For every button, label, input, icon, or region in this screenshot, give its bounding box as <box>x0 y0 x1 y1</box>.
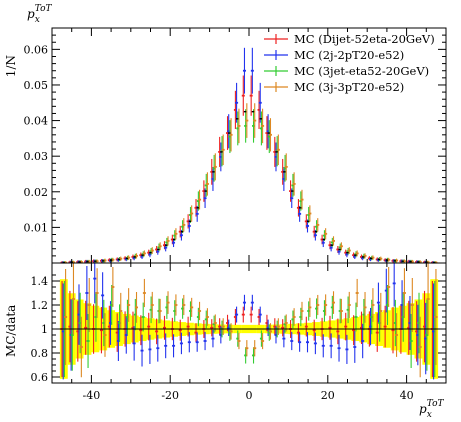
ratio-y-tick-label: 0.8 <box>31 347 49 360</box>
chart-title: pxToT <box>27 4 52 25</box>
x-axis-label-base: p <box>419 402 427 416</box>
x-tick-label: -20 <box>161 389 179 402</box>
x-axis-label-sub: x <box>427 410 432 420</box>
x-tick-label: 40 <box>400 389 414 402</box>
x-axis-label-sup: ToT <box>427 399 445 409</box>
x-tick-label: 0 <box>246 389 253 402</box>
series-2-ratio-points <box>61 263 436 380</box>
x-tick-label: -40 <box>83 389 101 402</box>
x-tick-label: 20 <box>321 389 335 402</box>
y-tick-label: 0.05 <box>24 79 49 92</box>
series-4-points <box>64 103 438 264</box>
y-tick-label: 0.02 <box>24 186 49 199</box>
y-tick-label: 0.01 <box>24 221 49 234</box>
y-tick-label: 0.06 <box>24 43 49 56</box>
ratio-y-tick-label: 1 <box>41 323 48 336</box>
legend-entry-2: MC (2j-2pT20-e52) <box>294 48 404 62</box>
y-tick-label: 0.03 <box>24 150 49 163</box>
axes: 0.01 0.02 0.03 0.04 0.05 0.06 0.6 0.8 1 1.2 1.4 -40… <box>24 27 447 402</box>
ratio-y-tick-label: 0.6 <box>31 371 49 384</box>
legend-entry-3: MC (3jet-eta52-20GeV) <box>294 64 429 78</box>
legend-entry-1: MC (Dijet-52eta-20GeV) <box>294 32 435 46</box>
ratio-y-tick-label: 1.2 <box>31 299 49 312</box>
y-axis-label: 1/N <box>4 55 18 77</box>
legend: MC (Dijet-52eta-20GeV) MC (2j-2pT20-e52) M… <box>264 32 435 94</box>
y-tick-label: 0.04 <box>24 115 49 128</box>
main-panel-marks <box>60 47 438 264</box>
ratio-y-axis-label: MC/data <box>4 305 18 357</box>
ratio-y-tick-label: 1.4 <box>31 275 49 288</box>
chart-title-base: p <box>27 7 35 21</box>
legend-entry-4: MC (3j-3pT20-e52) <box>294 80 404 94</box>
chart-title-sub: x <box>35 15 40 25</box>
x-axis-label: pxToT <box>419 399 444 420</box>
chart-title-sup: ToT <box>35 4 53 14</box>
